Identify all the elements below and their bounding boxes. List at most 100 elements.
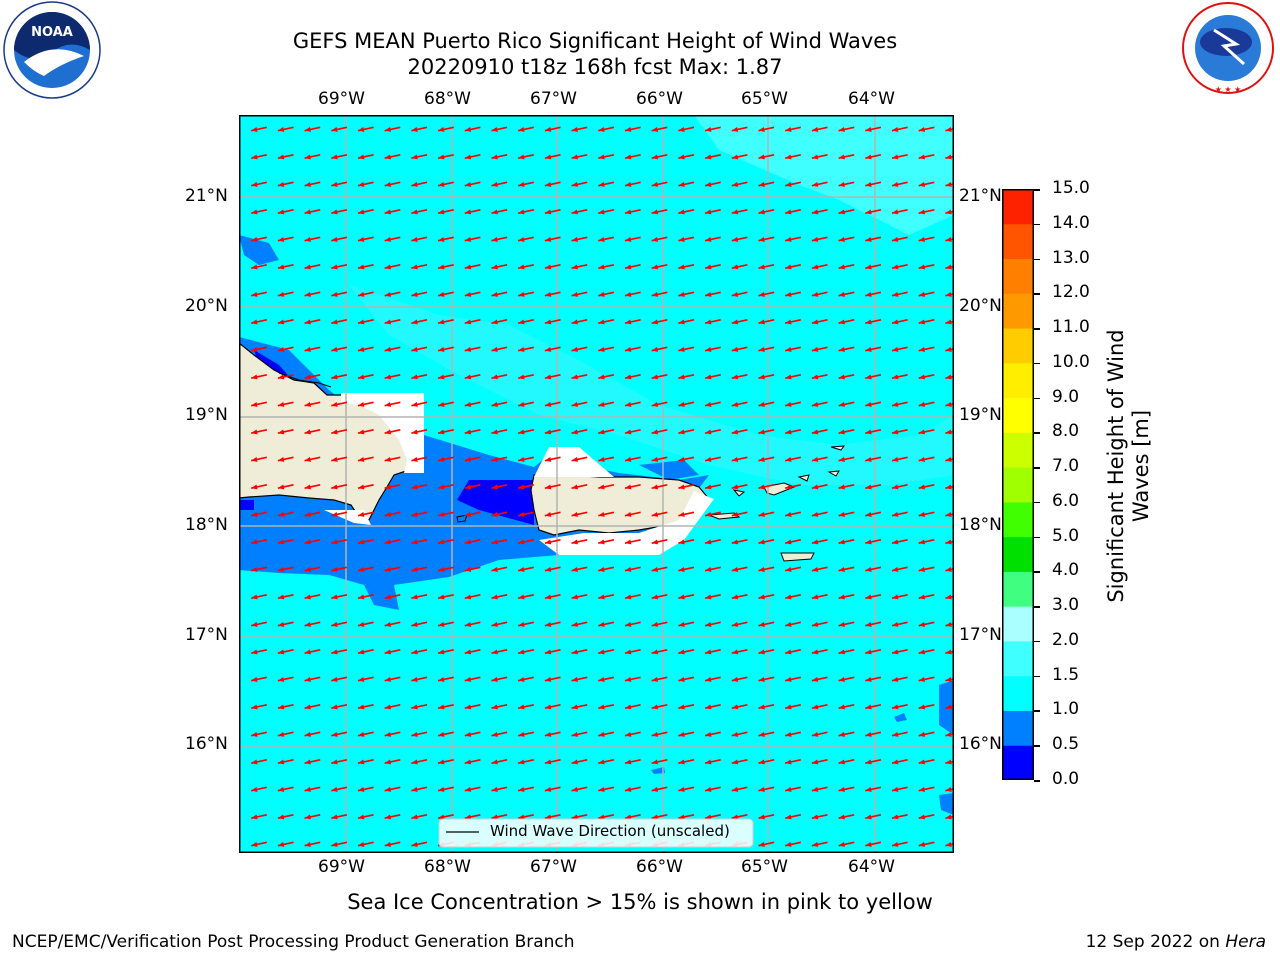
colorbar-tick-mark bbox=[1034, 745, 1040, 747]
wind-wave-arrow bbox=[758, 236, 775, 242]
wind-wave-arrow bbox=[544, 264, 561, 270]
wind-wave-arrow bbox=[357, 786, 374, 792]
wind-wave-arrow bbox=[731, 814, 748, 820]
wind-wave-arrow bbox=[678, 621, 695, 627]
wind-wave-arrow bbox=[865, 759, 882, 765]
land-st-croix bbox=[780, 552, 815, 562]
wind-wave-arrow bbox=[437, 456, 454, 462]
wind-wave-arrow bbox=[731, 511, 748, 517]
wind-wave-arrow bbox=[678, 594, 695, 600]
wind-wave-arrow bbox=[251, 841, 267, 847]
wind-wave-arrow bbox=[304, 731, 321, 737]
wind-wave-arrow bbox=[704, 649, 721, 655]
wind-wave-arrow bbox=[838, 346, 855, 352]
colorbar-segment bbox=[1002, 640, 1034, 677]
wind-wave-arrow bbox=[571, 676, 588, 682]
wind-wave-arrow bbox=[624, 181, 641, 187]
wind-wave-arrow bbox=[785, 814, 801, 820]
wind-wave-arrow bbox=[838, 484, 855, 490]
wind-wave-arrow bbox=[678, 154, 695, 160]
wind-wave-arrow bbox=[758, 731, 775, 737]
colorbar-label: Significant Height of Wind Waves [m] bbox=[1104, 329, 1153, 603]
wind-wave-arrow bbox=[491, 539, 508, 545]
wind-wave-arrow bbox=[651, 346, 668, 352]
colorbar-segment bbox=[1002, 501, 1034, 538]
lon-label: 66°W bbox=[636, 857, 683, 877]
colorbar-segment bbox=[1002, 467, 1034, 503]
wind-wave-arrow bbox=[384, 126, 401, 132]
wind-wave-arrow bbox=[598, 704, 615, 710]
wind-wave-arrow bbox=[518, 264, 534, 270]
wind-wave-arrow bbox=[491, 566, 508, 572]
wind-wave-arrow bbox=[624, 484, 641, 490]
wind-wave-arrow bbox=[704, 676, 721, 682]
wind-wave-arrow bbox=[704, 704, 721, 710]
wind-wave-arrow bbox=[704, 786, 721, 792]
wind-wave-arrow bbox=[277, 181, 294, 187]
wind-wave-arrow bbox=[624, 456, 641, 462]
wind-wave-arrow bbox=[624, 401, 641, 407]
wind-wave-arrow bbox=[544, 346, 561, 352]
wind-wave-arrow bbox=[811, 759, 828, 765]
wind-wave-arrow bbox=[384, 429, 401, 435]
wind-wave-arrow bbox=[571, 154, 588, 160]
wind-wave-arrow bbox=[624, 814, 641, 820]
wind-wave-arrow bbox=[437, 676, 454, 682]
wind-wave-arrow bbox=[624, 676, 641, 682]
colorbar-segment bbox=[1002, 710, 1034, 746]
wind-wave-arrow bbox=[731, 181, 748, 187]
low-wave-region bbox=[639, 460, 699, 480]
wind-wave-arrow bbox=[491, 704, 508, 710]
wind-wave-arrow bbox=[865, 704, 882, 710]
wind-wave-arrow bbox=[624, 594, 641, 600]
lon-label: 67°W bbox=[530, 857, 577, 877]
wind-wave-arrow bbox=[277, 786, 294, 792]
wind-wave-arrow bbox=[758, 649, 775, 655]
wind-wave-arrow bbox=[598, 511, 615, 517]
wind-wave-arrow bbox=[838, 676, 855, 682]
colorbar-tick-mark bbox=[1034, 571, 1040, 573]
wind-wave-arrow bbox=[251, 401, 267, 407]
wind-wave-arrow bbox=[411, 374, 428, 380]
wind-wave-arrow bbox=[411, 566, 428, 572]
wind-wave-arrow bbox=[758, 456, 775, 462]
wind-wave-arrow bbox=[918, 346, 935, 352]
colorbar-tick-label: 10.0 bbox=[1052, 351, 1090, 372]
wind-wave-arrow bbox=[544, 319, 561, 325]
wind-wave-arrow bbox=[357, 236, 374, 242]
wind-wave-arrow bbox=[918, 841, 935, 847]
wind-wave-arrow bbox=[437, 429, 454, 435]
wind-wave-arrow bbox=[251, 236, 267, 242]
wind-wave-arrow bbox=[704, 731, 721, 737]
wind-wave-arrow bbox=[678, 346, 695, 352]
wind-wave-arrow bbox=[758, 566, 775, 572]
wind-wave-arrow bbox=[758, 429, 775, 435]
wind-wave-arrow bbox=[865, 346, 882, 352]
wind-wave-arrow bbox=[918, 566, 935, 572]
wind-wave-arrow bbox=[811, 374, 828, 380]
nws-logo: ★ ★ ★ bbox=[1182, 2, 1274, 94]
wind-wave-arrow bbox=[704, 181, 721, 187]
wind-wave-arrow bbox=[277, 704, 294, 710]
wind-wave-arrow bbox=[357, 126, 374, 132]
wind-wave-arrow bbox=[704, 126, 721, 132]
no-data-region bbox=[539, 491, 714, 555]
wind-wave-arrow bbox=[251, 126, 267, 132]
wind-wave-arrow bbox=[891, 484, 908, 490]
wind-wave-arrow bbox=[785, 649, 801, 655]
wind-wave-arrow bbox=[865, 841, 882, 847]
wind-wave-arrow bbox=[411, 511, 428, 517]
wind-wave-arrow bbox=[651, 154, 668, 160]
wind-wave-arrow bbox=[464, 209, 481, 215]
wind-wave-arrow bbox=[678, 319, 695, 325]
colorbar-segment bbox=[1002, 328, 1034, 364]
wind-wave-arrow bbox=[357, 814, 374, 820]
chart-title-line2: 20220910 t18z 168h fcst Max: 1.87 bbox=[407, 55, 783, 79]
wind-wave-arrow bbox=[731, 594, 748, 600]
wind-wave-arrow bbox=[865, 401, 882, 407]
wind-wave-arrow bbox=[411, 814, 428, 820]
wind-wave-arrow bbox=[357, 676, 374, 682]
wind-wave-arrow bbox=[251, 264, 267, 270]
wind-wave-arrow bbox=[411, 154, 428, 160]
wind-wave-arrow bbox=[678, 209, 695, 215]
